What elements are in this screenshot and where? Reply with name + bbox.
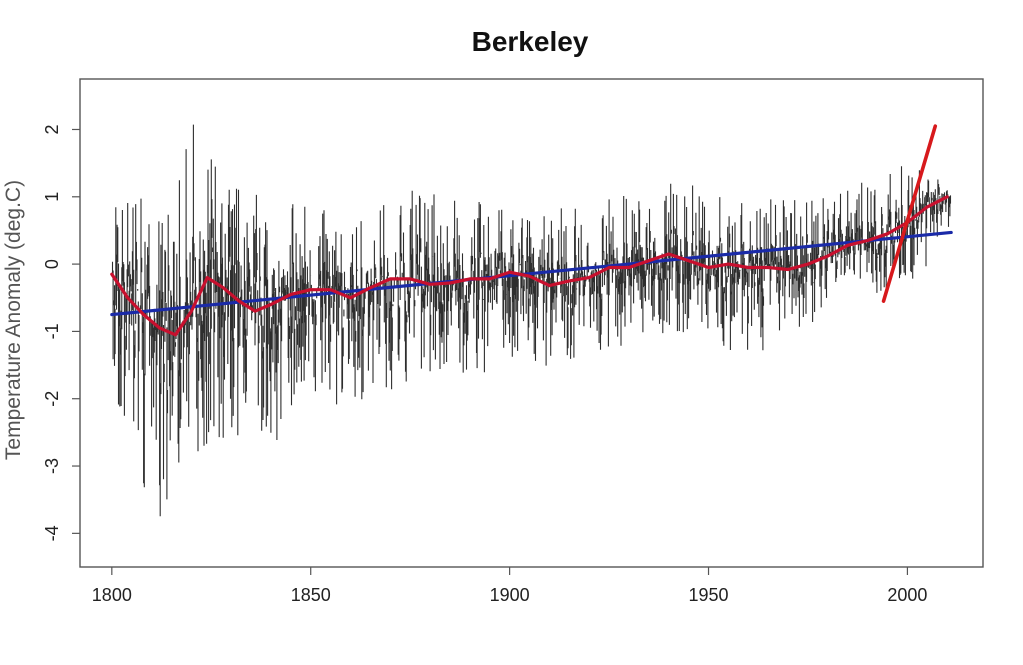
y-tick-label: 1 [42,192,62,202]
raw-series [111,124,952,517]
linear-trend-line [110,230,953,317]
raw-series-line [111,124,952,517]
y-tick-label: 2 [42,124,62,134]
smoothed-line [110,195,949,337]
x-tick-label: 2000 [887,585,927,605]
x-tick-label: 1800 [92,585,132,605]
x-tick-label: 1850 [291,585,331,605]
y-tick-label: -3 [42,458,62,474]
chart-title: Berkeley [472,26,589,57]
plot-frame [79,78,984,568]
trend-lines [110,124,953,337]
axes: 1800 1850 1900 1950 2000 -4 -3 -2 -1 0 1 2 [42,124,927,605]
y-axis-label: Temperature Anomaly (deg.C) [2,180,25,460]
x-tick-label: 1900 [490,585,530,605]
recent-trend-line [881,124,938,303]
y-tick-label: -1 [42,323,62,339]
y-tick-label: 0 [42,259,62,269]
y-tick-label: -4 [42,525,62,541]
y-tick-label: -2 [42,391,62,407]
x-tick-label: 1950 [688,585,728,605]
